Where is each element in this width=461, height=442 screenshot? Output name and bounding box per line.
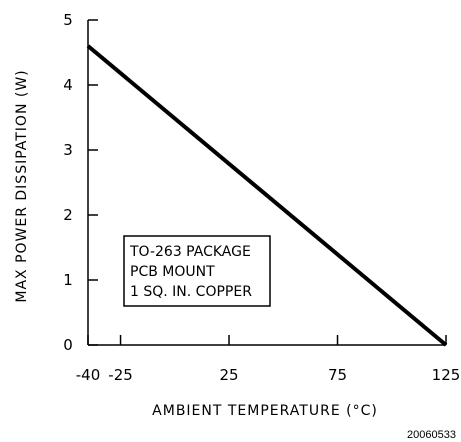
x-tick-label: 25 xyxy=(219,366,238,384)
y-axis: 0 1 2 3 4 5 xyxy=(63,11,98,354)
annotation-line-mount: PCB MOUNT xyxy=(130,264,215,280)
y-tick-label: 1 xyxy=(63,271,73,289)
figure-code: 20060533 xyxy=(407,429,456,441)
annotation-frame xyxy=(123,235,271,307)
annotation-line-package: TO-263 PACKAGE xyxy=(129,244,251,260)
x-tick-label: 125 xyxy=(432,366,461,384)
series-line xyxy=(86,44,448,347)
x-tick-label: -40 xyxy=(76,366,101,384)
annotation-line-copper: 1 SQ. IN. COPPER xyxy=(130,284,252,300)
x-axis: -40 -25 25 75 125 xyxy=(76,335,461,384)
x-tick-label: -25 xyxy=(108,366,133,384)
y-tick-label: 4 xyxy=(63,76,73,94)
y-tick-label: 3 xyxy=(63,141,73,159)
y-axis-title: MAX POWER DISSIPATION (W) xyxy=(14,69,30,302)
y-tick-label: 5 xyxy=(63,11,73,29)
y-tick-label: 0 xyxy=(63,336,73,354)
x-axis-title: AMBIENT TEMPERATURE (°C) xyxy=(152,403,378,419)
x-tick-label: 75 xyxy=(328,366,347,384)
annotation-box: TO-263 PACKAGE PCB MOUNT 1 SQ. IN. COPPE… xyxy=(123,235,271,307)
series-group xyxy=(86,44,448,347)
y-tick-label: 2 xyxy=(63,206,73,224)
